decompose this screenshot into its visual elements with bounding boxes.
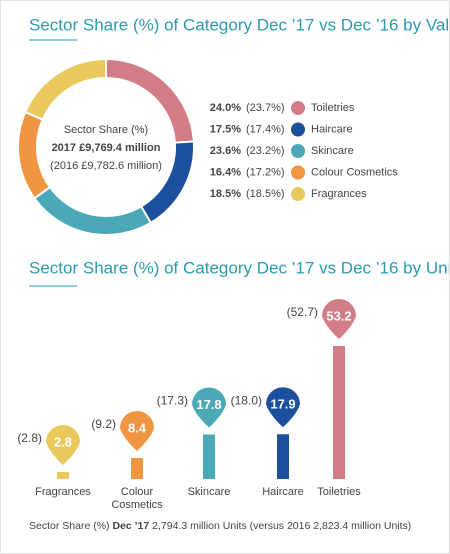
legend-label: Toiletries — [311, 102, 355, 114]
previous-value-label: (18.0) — [231, 393, 262, 407]
x-tick-label: Toiletries — [317, 486, 361, 498]
value-label: 24.0% — [210, 102, 241, 114]
value-label: 53.2 — [326, 308, 351, 323]
footnote-text: 2,794.3 million Units (versus 2016 2,823… — [152, 520, 412, 532]
value-label: 17.5% — [210, 123, 241, 135]
previous-value-label: (17.3) — [157, 394, 188, 408]
bar — [131, 458, 143, 479]
value-label: 8.4 — [128, 420, 147, 435]
bar — [277, 434, 289, 479]
pin — [322, 299, 356, 339]
footnote-text: Dec ’17 — [112, 520, 150, 532]
bar — [203, 434, 215, 479]
value-label: 16.4% — [210, 166, 241, 178]
x-tick-label: Skincare — [187, 486, 231, 498]
previous-value-label: (17.4%) — [246, 123, 285, 135]
previous-value-label: (18.5%) — [246, 188, 285, 200]
previous-value-label: (52.7) — [287, 305, 318, 319]
chart-title: Sector Share (%) of Category Dec ’17 vs … — [29, 15, 450, 34]
legend-swatch — [291, 165, 305, 180]
center-text: Sector Share (%) — [64, 124, 148, 136]
value-label: 18.5% — [210, 188, 241, 200]
value-label: 2.8 — [54, 434, 72, 449]
bar — [57, 472, 69, 479]
center-text: (2016 £9,782.6 million) — [50, 160, 162, 172]
bar — [333, 346, 345, 479]
previous-value-label: (2.8) — [17, 431, 42, 445]
previous-value-label: (9.2) — [91, 417, 116, 431]
previous-value-label: (17.2%) — [246, 166, 285, 178]
value-label: 23.6% — [210, 145, 241, 157]
donut-segment — [23, 57, 107, 121]
legend-label: Skincare — [311, 145, 354, 157]
center-text: 2017 £9,769.4 million — [52, 142, 161, 154]
x-tick-label: Colour Cosmetics — [111, 486, 163, 511]
donut-segment — [33, 185, 153, 236]
legend-swatch — [291, 187, 305, 201]
donut-segment — [17, 110, 52, 200]
legend-swatch — [291, 122, 305, 137]
value-label: 17.9 — [270, 397, 295, 412]
legend-swatch — [291, 144, 305, 158]
value-label: 17.8 — [196, 397, 221, 412]
legend-label: Haircare — [311, 123, 353, 135]
pin — [192, 387, 226, 428]
legend-swatch — [291, 101, 305, 115]
footnote: Sector Share (%) Dec ’17 2,794.3 million… — [29, 520, 411, 532]
legend-label: Fragrances — [311, 188, 367, 200]
pin — [46, 425, 80, 465]
legend-label: Colour Cosmetics — [311, 166, 398, 178]
pin — [266, 387, 300, 428]
x-tick-label: Haircare — [262, 486, 304, 498]
x-tick-label: Fragrances — [35, 486, 91, 498]
footnote-text: Sector Share (%) — [29, 520, 110, 532]
pin — [120, 411, 154, 451]
previous-value-label: (23.7%) — [246, 102, 285, 114]
chart-title: Sector Share (%) of Category Dec ’17 vs … — [29, 258, 450, 277]
previous-value-label: (23.2%) — [246, 145, 285, 157]
